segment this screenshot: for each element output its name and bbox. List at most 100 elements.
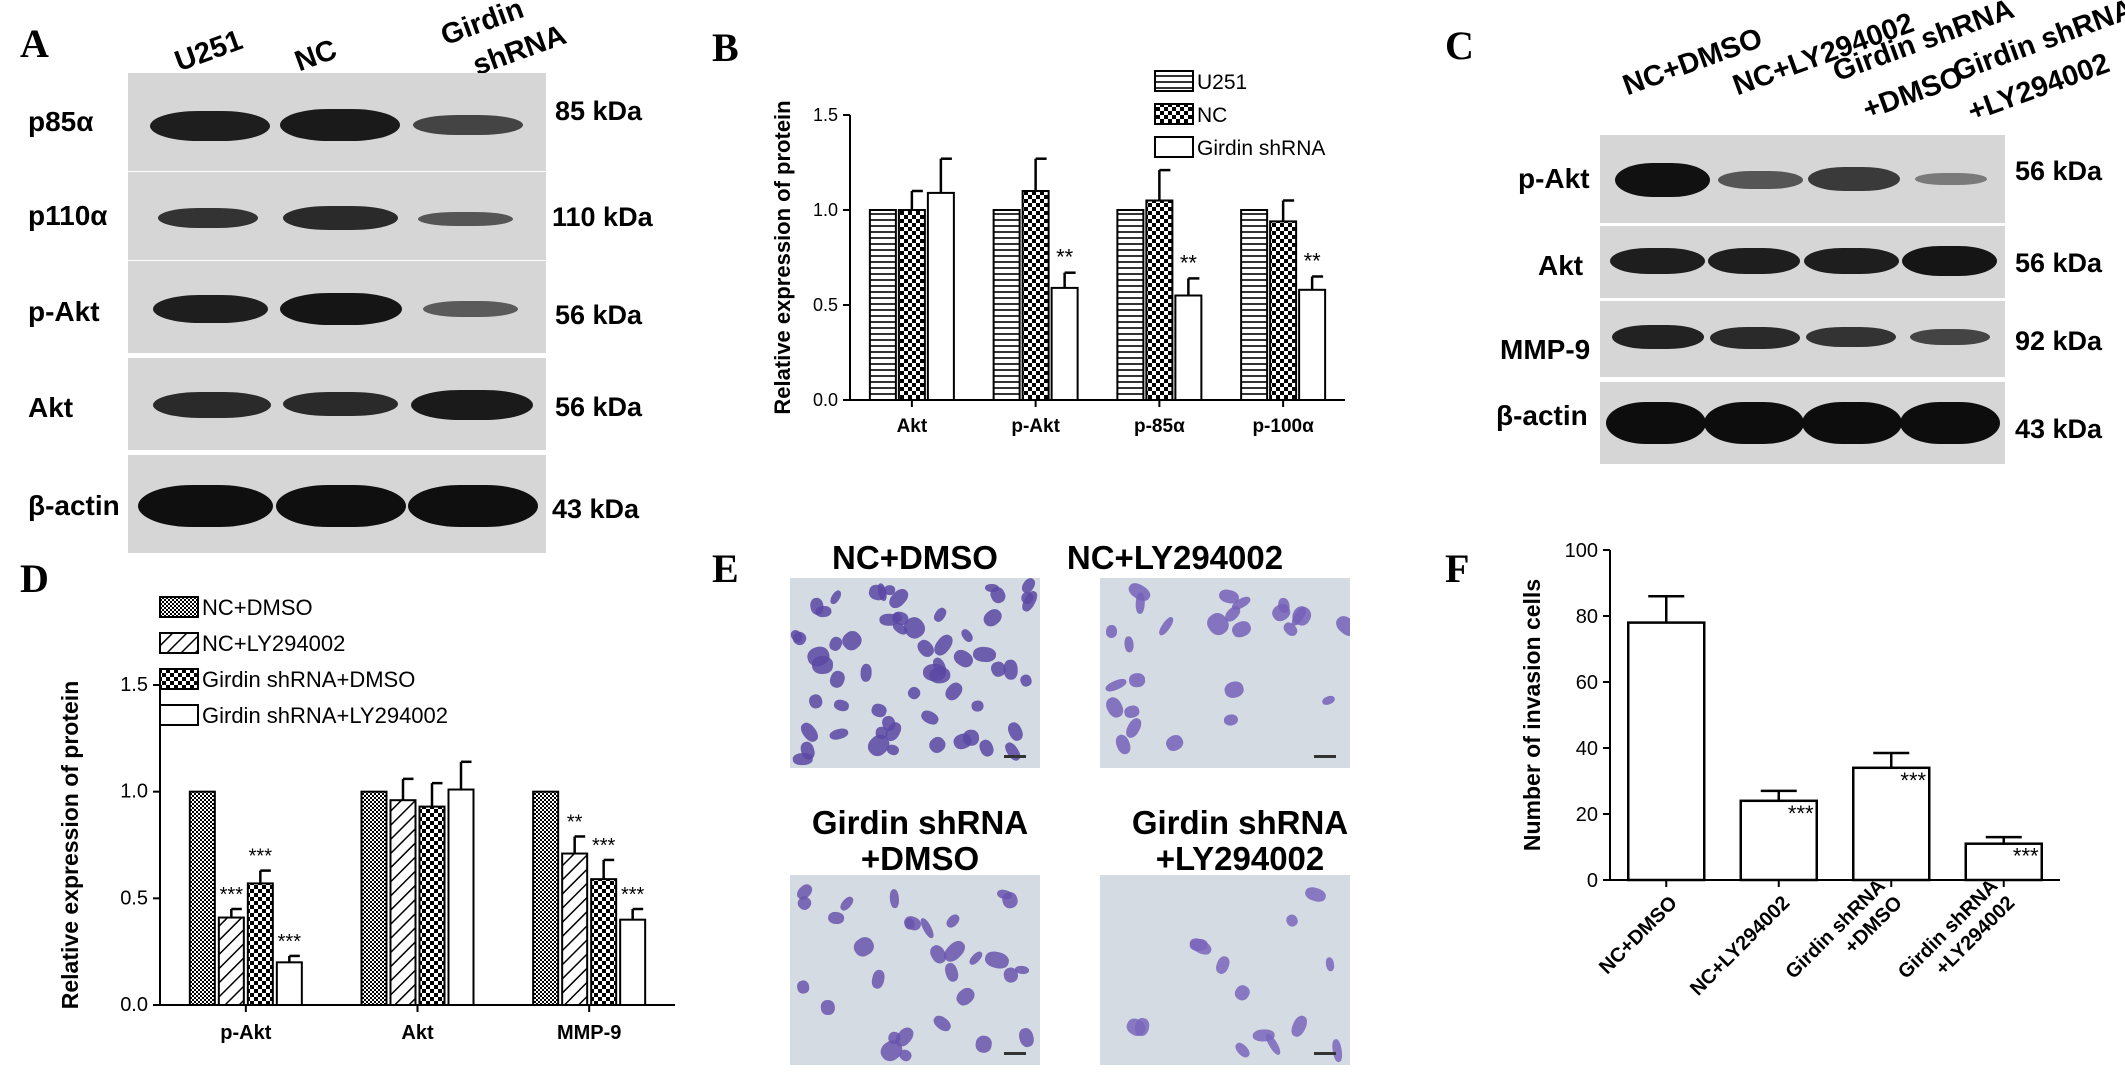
stained-cell: [972, 645, 997, 663]
legend-swatch: [1154, 70, 1194, 92]
blot-band: [1915, 173, 1987, 185]
bar: [561, 852, 589, 1006]
micro-title-girdin-dmso: Girdin shRNA +DMSO: [760, 805, 1080, 877]
stained-cell: [943, 961, 960, 983]
stained-cell: [870, 968, 886, 990]
stained-cell: [1163, 732, 1186, 754]
stained-cell: [1005, 720, 1025, 743]
micro-title-nc-dmso: NC+DMSO: [832, 539, 998, 576]
row-label-p110a: p110α: [28, 200, 108, 231]
stained-cell: [797, 719, 821, 745]
scale-bar: [1004, 755, 1026, 758]
blot-band: [1718, 171, 1803, 189]
bar: [1021, 190, 1050, 401]
y-axis-title: Relative expression of protein: [57, 681, 83, 1009]
micro-title-nc-ly: NC+LY294002: [1066, 539, 1284, 576]
y-tick-label: 0.0: [120, 994, 148, 1016]
significance-mark: ***: [1900, 768, 1926, 793]
micro-title-girdin-ly: Girdin shRNA +LY294002: [1080, 805, 1400, 877]
scale-bar: [1004, 1052, 1026, 1055]
blot-band: [283, 392, 398, 416]
blot-strip-p110a: [128, 172, 546, 260]
blot-band: [1804, 248, 1899, 274]
significance-mark: ***: [2013, 844, 2039, 869]
stained-cell: [827, 588, 843, 606]
stained-cell: [1222, 679, 1246, 700]
stained-cell: [1321, 693, 1337, 707]
blot-band: [1802, 402, 1902, 444]
stained-cell: [850, 933, 878, 960]
blot-band: [280, 293, 402, 325]
stained-cell: [1104, 676, 1128, 694]
y-tick-label: 40: [1576, 738, 1598, 760]
micro-title-girdin-ly-l2: +LY294002: [1155, 840, 1325, 877]
stained-cell: [958, 627, 975, 645]
legend-label: Girdin shRNA+LY294002: [202, 703, 448, 728]
micrograph-girdin-ly294002: [1100, 875, 1350, 1065]
blot-band: [411, 390, 533, 420]
y-tick-label: 0.0: [813, 390, 838, 410]
stained-cell: [1156, 615, 1176, 638]
bar: [897, 209, 926, 401]
row-label-pakt: p-Akt: [28, 296, 100, 327]
category-label-group: Girdin shRNA+DMSO: [1782, 875, 1907, 983]
significance-mark: ***: [278, 931, 302, 953]
c-row-label-mmp9: MMP-9: [1500, 334, 1591, 365]
stained-cell: [1187, 935, 1214, 958]
micro-title-girdin-ly-l1: Girdin shRNA: [1131, 804, 1349, 841]
legend-label: NC: [1197, 104, 1227, 127]
blot-strip-pakt: [128, 261, 546, 353]
y-tick-label: 60: [1576, 672, 1598, 694]
stained-cell: [918, 708, 941, 727]
c-kda-akt: 56 kDa: [2015, 248, 2103, 278]
blot-band: [1704, 402, 1804, 444]
stained-cell: [914, 636, 937, 660]
c-kda-bactin: 43 kDa: [2015, 414, 2103, 444]
stained-cell: [1102, 694, 1127, 721]
micrograph-nc-ly294002: [1100, 578, 1350, 768]
blot-band: [150, 111, 270, 141]
bar: [1269, 220, 1298, 401]
bar: [360, 790, 388, 1006]
chart-b: 0.0 0.5 1.0 1.5 Relative expression of prote…: [770, 70, 1345, 437]
bar: [1050, 286, 1079, 401]
stained-cell: [1284, 912, 1300, 929]
stained-cell: [951, 646, 976, 671]
legend-swatch: [159, 596, 199, 618]
stained-cell: [1000, 890, 1020, 911]
significance-mark: ***: [592, 835, 616, 857]
legend-label: Girdin shRNA+DMSO: [202, 667, 415, 692]
kda-p85a: 85 kDa: [555, 96, 643, 126]
stained-cell: [979, 605, 1005, 630]
stained-cell: [1330, 1038, 1343, 1063]
row-label-bactin: β-actin: [28, 490, 120, 521]
stained-cell: [793, 752, 814, 766]
chart-d: 0.0 0.5 1.0 1.5 Relative expression of prote…: [57, 595, 675, 1044]
y-axis-title: Relative expression of protein: [770, 100, 795, 414]
bar: [1145, 199, 1174, 401]
significance-mark: **: [567, 811, 583, 833]
blot-band: [158, 208, 258, 228]
legend-label: Girdin shRNA: [1197, 137, 1325, 160]
stained-cell: [796, 979, 811, 994]
c-row-label-akt: Akt: [1538, 250, 1584, 281]
category-label: p-Akt: [220, 1022, 271, 1044]
stained-cell: [974, 1034, 993, 1054]
stained-cell: [1232, 1040, 1252, 1060]
stained-cell: [1125, 579, 1153, 604]
stained-cell: [1324, 956, 1336, 972]
blot-band: [1900, 402, 2000, 444]
stained-cell: [930, 631, 956, 659]
panel-label-d: D: [20, 556, 49, 601]
panel-label-c: C: [1445, 23, 1474, 68]
blot-band: [1610, 248, 1705, 274]
scale-bar: [1314, 755, 1336, 758]
panel-label-a: A: [20, 21, 49, 66]
stained-cell: [827, 669, 847, 690]
y-tick-label: 1.0: [813, 200, 838, 220]
stained-cell: [1123, 715, 1145, 740]
significance-mark: **: [1056, 245, 1074, 270]
legend-swatch: [1154, 136, 1194, 158]
y-tick-label: 1.5: [120, 674, 148, 696]
blot-band: [1708, 248, 1800, 274]
